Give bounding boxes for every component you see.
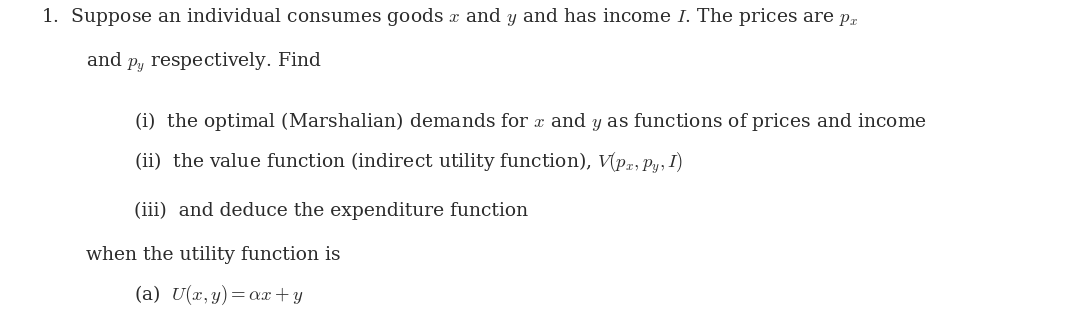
Text: 1.  Suppose an individual consumes goods $x$ and $y$ and has income $I$. The pri: 1. Suppose an individual consumes goods … (41, 6, 857, 28)
Text: (iii)  and deduce the expenditure function: (iii) and deduce the expenditure functio… (134, 202, 528, 220)
Text: (i)  the optimal (Marshalian) demands for $x$ and $y$ as functions of prices and: (i) the optimal (Marshalian) demands for… (134, 110, 927, 133)
Text: (a)  $U(x, y) = \alpha x + y$: (a) $U(x, y) = \alpha x + y$ (134, 283, 304, 307)
Text: (ii)  the value function (indirect utility function), $V(p_x, p_y, I)$: (ii) the value function (indirect utilit… (134, 150, 683, 176)
Text: when the utility function is: when the utility function is (86, 246, 340, 264)
Text: and $p_y$ respectively. Find: and $p_y$ respectively. Find (86, 51, 321, 75)
